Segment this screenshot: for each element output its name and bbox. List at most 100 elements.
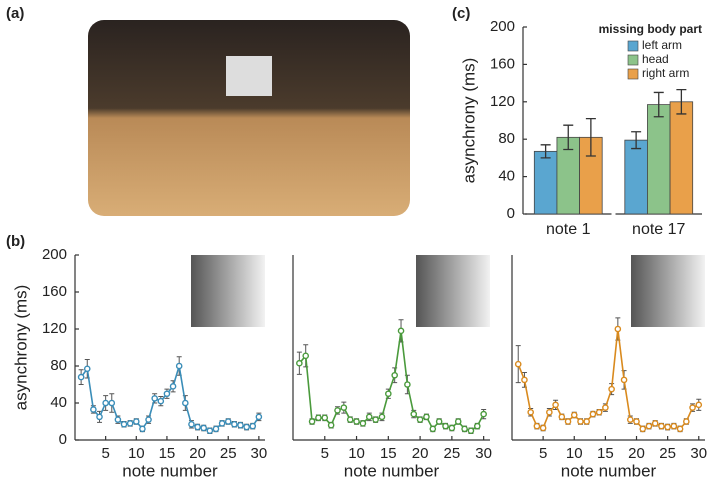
photo-screen [226,56,272,96]
bar [669,101,694,215]
x-tick-label: 30 [690,445,707,462]
x-tick-label: 15 [159,445,176,462]
marker [404,381,411,388]
legend-swatch [627,54,639,66]
marker [670,422,678,430]
marker [683,418,690,425]
marker [633,418,640,425]
y-tick-label: 120 [42,320,67,337]
error-bar [653,91,664,118]
x-tick-label: 15 [380,445,397,462]
legend-swatch [627,68,639,80]
marker [102,399,109,407]
marker [243,423,250,431]
marker [454,418,462,425]
marker [448,424,456,432]
line [517,328,700,430]
marker [620,376,628,384]
marker [114,416,122,423]
y-tick-label: 80 [50,357,67,374]
marker [533,422,541,430]
marker [645,422,653,430]
x-tick-label: 5 [321,445,329,462]
marker [296,359,303,367]
marker [676,425,684,433]
marker [521,376,528,384]
x-tick-label: 15 [597,445,614,462]
marker [514,360,522,368]
y-axis-label: asynchrony (ms) [11,285,30,411]
bar [533,150,558,215]
marker [365,413,373,421]
marker [583,418,591,425]
marker [200,424,208,432]
marker [608,385,615,393]
marker [96,413,103,421]
marker [527,408,534,416]
legend-swatch [627,40,639,52]
marker [385,390,392,398]
y-tick-label: 0 [507,205,515,222]
marker [658,422,665,430]
marker [558,413,566,421]
y-tick-label: 40 [498,168,515,185]
y-tick-label: 160 [42,283,67,300]
marker [231,420,238,428]
panel-label: (c) [452,5,470,22]
x-axis-label: note number [344,461,440,480]
marker [302,352,310,360]
marker [206,427,214,435]
marker [255,413,263,421]
x-tick-label: note 1 [546,221,591,238]
marker [467,427,475,435]
marker [359,420,367,427]
marker [378,413,386,421]
marker [237,421,244,429]
legend-label: left arm [642,38,682,52]
legend-label: head [642,52,669,66]
marker [90,406,97,413]
marker [552,401,559,409]
skeleton-image [416,255,490,327]
x-tick-label: 20 [189,445,206,462]
x-tick-label: 30 [251,445,268,462]
y-axis-label: asynchrony (ms) [459,58,478,184]
panel-label: (a) [6,5,24,22]
legend-label: right arm [642,66,689,80]
marker [435,418,443,425]
marker [346,416,354,423]
bar [647,104,671,215]
y-tick-label: 0 [59,431,67,448]
marker [169,383,177,390]
x-tick-label: 20 [628,445,645,462]
marker [315,414,322,422]
marker [194,423,201,431]
x-tick-label: 25 [220,445,237,462]
x-tick-label: 10 [348,445,365,462]
x-axis-label: note number [561,461,657,480]
y-tick-label: 120 [490,93,515,110]
marker [442,422,449,430]
marker [570,411,578,419]
marker [602,404,609,411]
x-tick-label: 25 [444,445,461,462]
marker [391,371,398,379]
x-tick-label: 25 [659,445,676,462]
marker [651,420,659,427]
marker [372,416,379,423]
marker [120,420,128,428]
marker [410,410,418,418]
marker [461,425,468,433]
x-tick-label: 20 [412,445,429,462]
marker [589,410,597,418]
marker [546,408,553,416]
error-bar [563,124,574,151]
x-tick-label: note 17 [632,221,685,238]
marker [126,420,134,427]
marker [689,404,696,411]
bar [624,139,648,215]
y-tick-label: 160 [490,55,515,72]
marker [182,399,189,407]
marker [577,418,584,425]
y-tick-label: 200 [490,18,515,35]
